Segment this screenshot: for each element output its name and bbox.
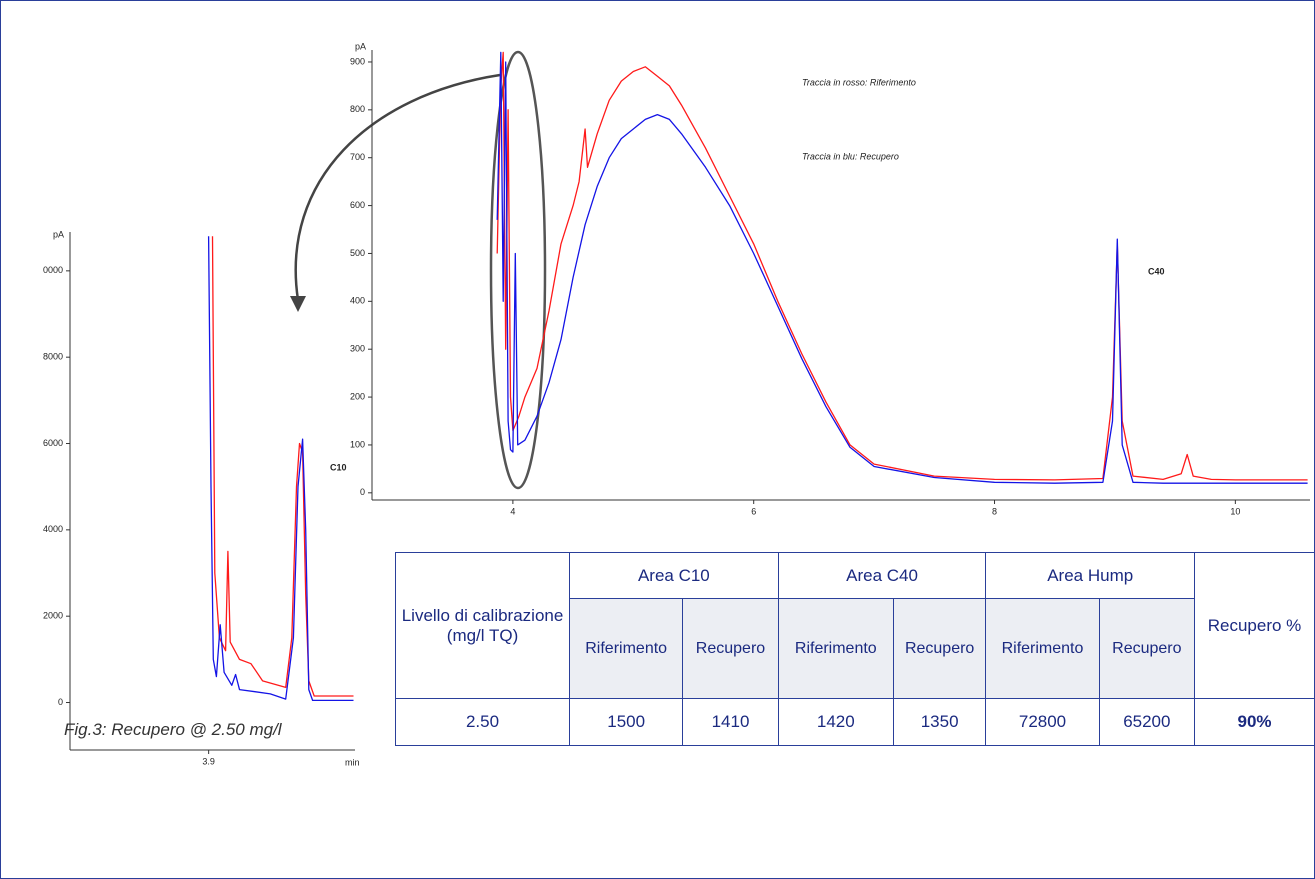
cell: 1420 bbox=[777, 698, 894, 746]
y-tick-label: 500 bbox=[350, 248, 365, 258]
cell: 72800 bbox=[985, 698, 1100, 746]
y-tick-label: 700 bbox=[350, 152, 365, 162]
x-axis-label: min bbox=[345, 757, 360, 767]
results-table: Livello di calibrazione (mg/l TQ) Area C… bbox=[394, 552, 1315, 746]
trace bbox=[496, 51, 1308, 481]
y-tick-label: 600 bbox=[350, 200, 365, 210]
cell: 1410 bbox=[682, 698, 779, 746]
subheader-cell: Riferimento bbox=[985, 598, 1100, 699]
header-cell: Area Hump bbox=[985, 552, 1196, 599]
legend-entry: Traccia in rosso: Riferimento bbox=[802, 77, 916, 87]
header-cell: Area C40 bbox=[777, 552, 987, 599]
peak-label: C40 bbox=[1148, 266, 1165, 276]
y-tick-label: 800 bbox=[350, 104, 365, 114]
y-axis-label: pA bbox=[53, 229, 64, 239]
x-tick-label: 6 bbox=[751, 506, 756, 516]
subheader-cell: Recupero bbox=[682, 598, 779, 699]
x-tick-label: 4 bbox=[510, 506, 515, 516]
y-tick-label: 0000 bbox=[43, 265, 63, 275]
subheader-cell: Recupero bbox=[892, 598, 987, 699]
cell: 1500 bbox=[569, 698, 684, 746]
x-tick-label: 8 bbox=[992, 506, 997, 516]
subheader-cell: Riferimento bbox=[777, 598, 894, 699]
x-tick-label: 10 bbox=[1230, 506, 1240, 516]
header-cell: Area C10 bbox=[569, 552, 779, 599]
y-tick-label: 900 bbox=[350, 56, 365, 66]
y-tick-label: 100 bbox=[350, 439, 365, 449]
cell: 1350 bbox=[892, 698, 987, 746]
x-tick-label: 3.9 bbox=[202, 756, 215, 766]
header-cell: Recupero % bbox=[1194, 552, 1315, 699]
y-tick-label: 2000 bbox=[43, 611, 63, 621]
subheader-cell: Riferimento bbox=[569, 598, 684, 699]
trace bbox=[207, 236, 354, 702]
header-cell: Livello di calibrazione (mg/l TQ) bbox=[394, 552, 571, 699]
trace bbox=[496, 51, 1308, 484]
arrow bbox=[294, 73, 501, 301]
subheader-cell: Recupero bbox=[1098, 598, 1196, 699]
arrow-head bbox=[290, 296, 306, 312]
y-tick-label: 400 bbox=[350, 296, 365, 306]
y-tick-label: 300 bbox=[350, 344, 365, 354]
y-tick-label: 0 bbox=[58, 697, 63, 707]
cell: 90% bbox=[1194, 698, 1315, 746]
cell: 2.50 bbox=[394, 698, 571, 746]
y-tick-label: 6000 bbox=[43, 438, 63, 448]
y-axis-label: pA bbox=[355, 41, 366, 51]
trace bbox=[211, 236, 354, 697]
cell: 65200 bbox=[1098, 698, 1196, 746]
peak-label: C10 bbox=[330, 462, 347, 472]
y-tick-label: 4000 bbox=[43, 524, 63, 534]
legend-entry: Traccia in blu: Recupero bbox=[802, 151, 899, 161]
caption: Fig.3: Recupero @ 2.50 mg/l bbox=[64, 720, 282, 739]
y-tick-label: 8000 bbox=[43, 352, 63, 362]
y-tick-label: 0 bbox=[360, 487, 365, 497]
highlight-ellipse bbox=[489, 50, 547, 490]
y-tick-label: 200 bbox=[350, 391, 365, 401]
